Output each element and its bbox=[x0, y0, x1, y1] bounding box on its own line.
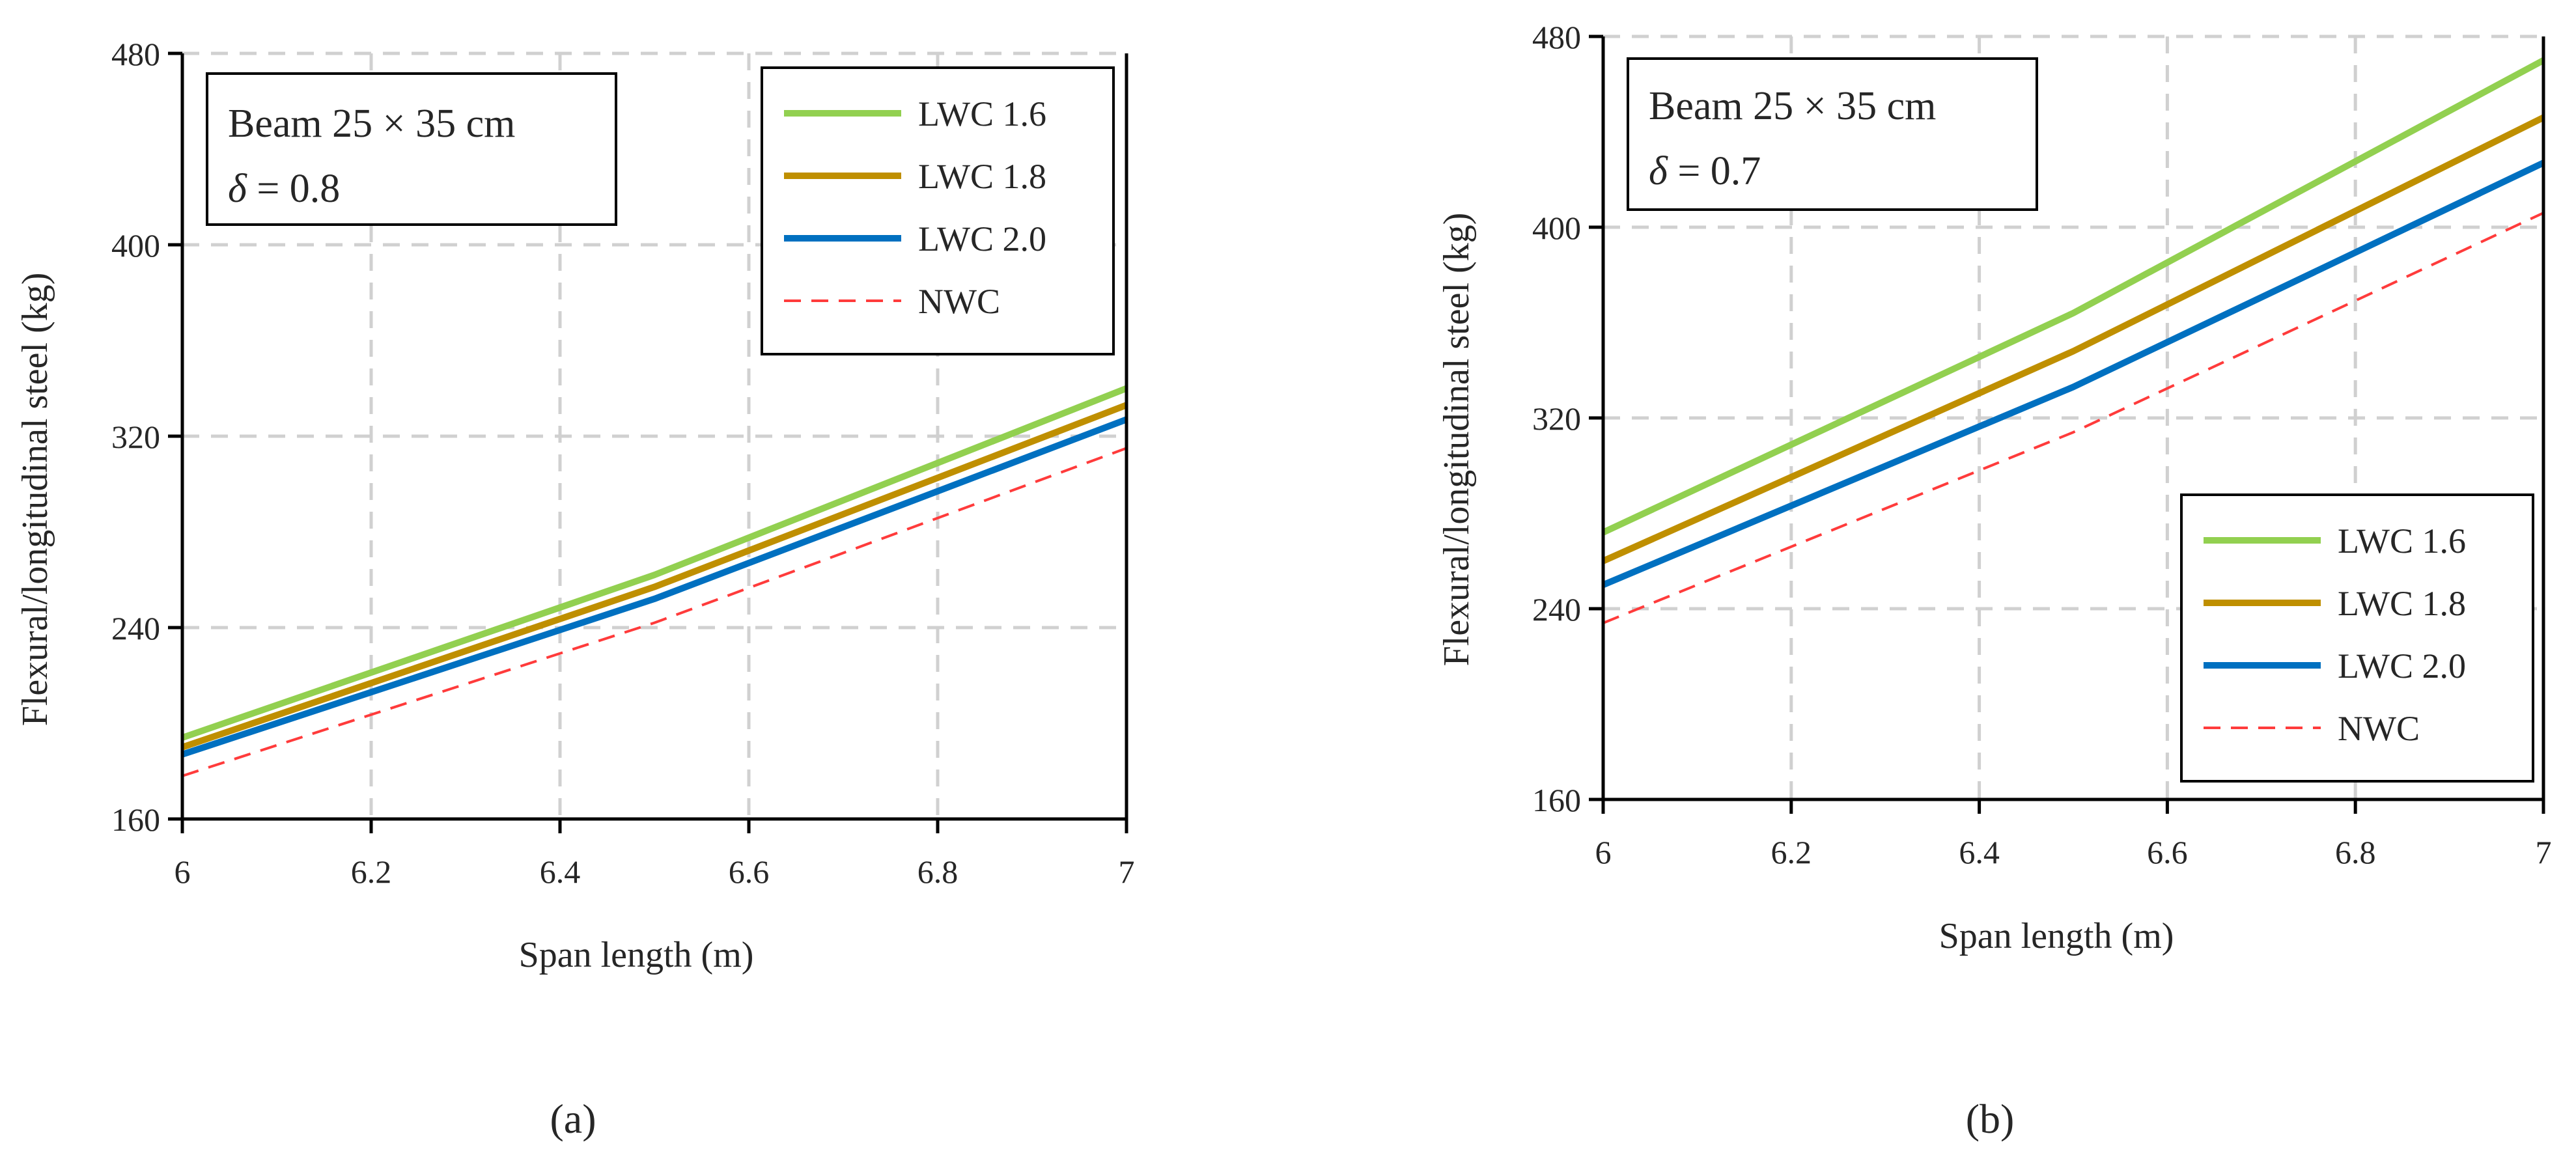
y-tick-label: 320 bbox=[1532, 400, 1581, 437]
chart-panel-b: 6 6.2 6.4 6.6 6.8 7 160 240 320 400 480 Span leng… bbox=[1436, 19, 2552, 1142]
x-tick-label: 6.2 bbox=[1771, 834, 1812, 870]
x-tick-label: 7 bbox=[1119, 853, 1135, 890]
annotation-box-b: Beam 25 × 35 cm δ = 0.7 bbox=[1627, 57, 2038, 211]
series-line-lwc-1-8 bbox=[1601, 115, 2545, 564]
series-line-lwc-1-8 bbox=[181, 402, 1128, 751]
series-lines-a bbox=[181, 385, 1128, 777]
x-tick-label: 6.4 bbox=[1959, 834, 2000, 870]
series-line-lwc-1-6 bbox=[1601, 57, 2545, 536]
legend-b: LWC 1.6 LWC 1.8 LWC 2.0 NWC bbox=[2180, 493, 2534, 783]
y-tick-label: 480 bbox=[111, 36, 160, 72]
y-tick-label: 320 bbox=[111, 419, 160, 455]
legend-label: LWC 1.6 bbox=[918, 94, 1046, 133]
y-tick-label: 240 bbox=[1532, 591, 1581, 628]
y-axis-label-b: Flexural/longitudinal steel (kg) bbox=[1436, 213, 1477, 667]
series-line-nwc bbox=[182, 447, 1127, 777]
annotation-beam-size-a: Beam 25 × 35 cm bbox=[228, 102, 515, 146]
x-tick-label: 6.2 bbox=[351, 853, 392, 890]
annotation-beam-size-b: Beam 25 × 35 cm bbox=[1649, 84, 1936, 128]
y-tick-labels-b: 160 240 320 400 480 bbox=[1532, 19, 1603, 818]
legend-label: LWC 2.0 bbox=[918, 219, 1046, 258]
annotation-box-a: Beam 25 × 35 cm δ = 0.8 bbox=[206, 72, 617, 226]
x-tick-label: 6.4 bbox=[540, 853, 581, 890]
y-tick-label: 160 bbox=[1532, 782, 1581, 818]
legend-label: LWC 2.0 bbox=[2338, 646, 2466, 686]
y-tick-label: 160 bbox=[111, 801, 160, 838]
series-line-lwc-2-0 bbox=[1602, 159, 2545, 588]
y-tick-label: 480 bbox=[1532, 19, 1581, 55]
x-tick-labels-a: 6 6.2 6.4 6.6 6.8 7 bbox=[175, 819, 1135, 890]
series-line-lwc-2-0 bbox=[181, 416, 1128, 758]
x-tick-labels-b: 6 6.2 6.4 6.6 6.8 7 bbox=[1595, 799, 2552, 870]
series-line-lwc-1-6 bbox=[181, 385, 1128, 741]
x-tick-label: 6.6 bbox=[2147, 834, 2188, 870]
annotation-delta-b: δ = 0.7 bbox=[1649, 149, 1761, 193]
x-tick-label: 6 bbox=[175, 853, 191, 890]
x-tick-label: 6 bbox=[1595, 834, 1612, 870]
x-axis-label-b: Span length (m) bbox=[1939, 916, 2174, 956]
x-tick-label: 6.8 bbox=[917, 853, 959, 890]
legend-label: LWC 1.6 bbox=[2338, 521, 2466, 561]
caption-a: (a) bbox=[550, 1096, 596, 1142]
y-axis-label-a: Flexural/longitudinal steel (kg) bbox=[15, 273, 55, 727]
y-tick-labels-a: 160 240 320 400 480 bbox=[111, 36, 182, 838]
annotation-delta-a: δ = 0.8 bbox=[228, 167, 340, 211]
legend-label: LWC 1.8 bbox=[2338, 584, 2466, 623]
series-lines-b bbox=[1601, 57, 2545, 624]
series-line-nwc bbox=[1603, 212, 2544, 624]
x-tick-label: 7 bbox=[2536, 834, 2552, 870]
chart-panel-a: 6 6.2 6.4 6.6 6.8 7 160 240 320 400 480 Span leng… bbox=[15, 36, 1135, 1142]
legend-label: LWC 1.8 bbox=[918, 157, 1046, 196]
caption-b: (b) bbox=[1966, 1096, 2015, 1142]
legend-a: LWC 1.6 LWC 1.8 LWC 2.0 NWC bbox=[761, 66, 1115, 355]
legend-label: NWC bbox=[918, 282, 1000, 321]
x-axis-label-a: Span length (m) bbox=[519, 935, 754, 975]
x-tick-label: 6.8 bbox=[2335, 834, 2376, 870]
y-tick-label: 400 bbox=[111, 227, 160, 264]
y-tick-label: 400 bbox=[1532, 210, 1581, 246]
legend-label: NWC bbox=[2338, 709, 2420, 748]
x-tick-label: 6.6 bbox=[729, 853, 770, 890]
y-tick-label: 240 bbox=[111, 610, 160, 646]
